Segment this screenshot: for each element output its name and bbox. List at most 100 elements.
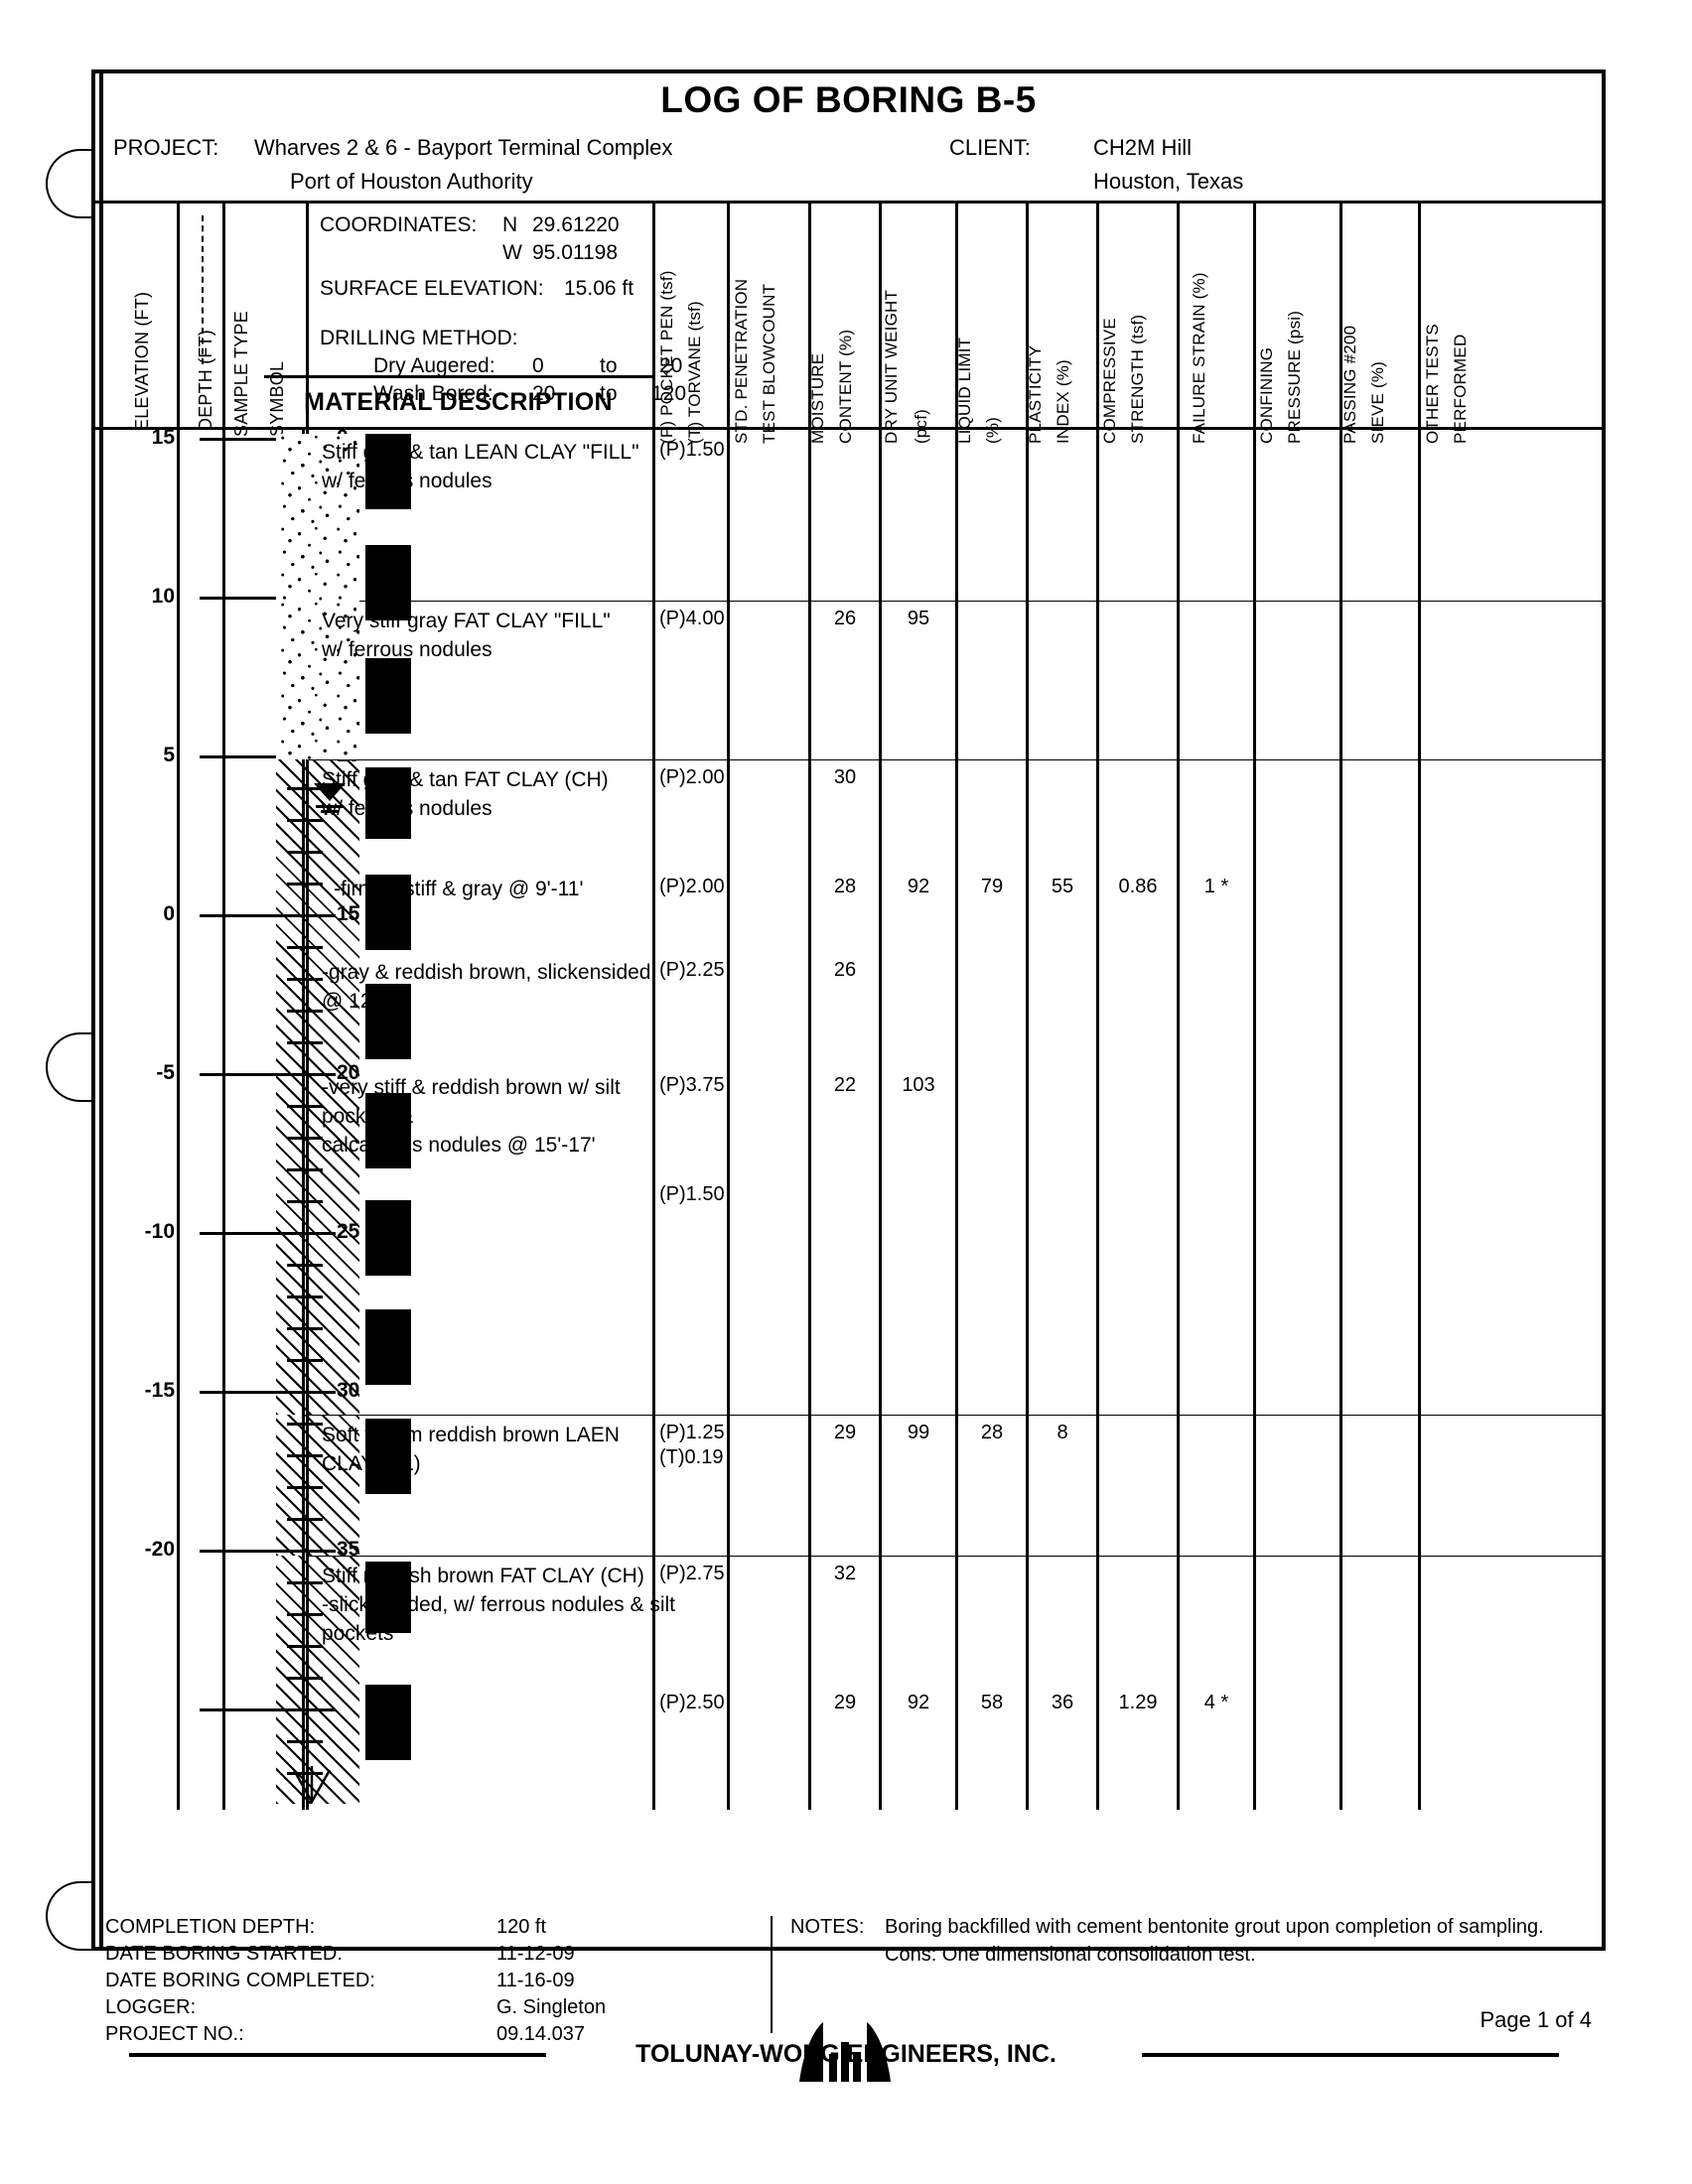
stratum-description: -firm to stiff & gray @ 9'-11' [334, 878, 584, 900]
sep-desc-ppen [652, 204, 655, 430]
moisture-value: 26 [833, 959, 857, 981]
body-sep-dryunit-liquid [955, 430, 958, 1810]
surface-elevation-value: 15.06 ft [564, 277, 634, 300]
column-header-pocket-pen-line2: (T) TORVANE (tsf) [685, 301, 704, 444]
column-header-sample-type: SAMPLE TYPE [231, 311, 251, 437]
moisture-value: 28 [833, 876, 857, 897]
elevation-label: 0 [163, 902, 175, 925]
wash-bored-to: 120 [651, 382, 687, 405]
hatch-pattern-fat-clay-ch-lower [276, 1556, 359, 1804]
body-sep-sample-symbol [222, 430, 225, 1810]
coordinate-north-value: 29.61220 [532, 213, 620, 236]
stratum-description: Stiff gray & tan FAT CLAY (CH) w/ ferrou… [322, 768, 609, 820]
body-sep-compressive-failure [1177, 430, 1180, 1810]
dry-augered-to-word: to [600, 354, 618, 377]
project-no-label: PROJECT NO.: [105, 2023, 244, 2045]
body-sep-elev-sample [177, 430, 180, 1810]
column-header-failure-strain: FAILURE STRAIN (%) [1190, 272, 1208, 444]
scale-leader [200, 755, 277, 758]
elevation-label: 15 [151, 426, 175, 449]
sample-block [365, 1685, 411, 1760]
surface-elevation-label: SURFACE ELEVATION: [320, 277, 544, 300]
project-owner: Port of Houston Authority [290, 169, 533, 194]
dry-unit-weight-value: 95 [907, 608, 930, 629]
elevation-label: -5 [156, 1061, 175, 1084]
note-line-2: Cons: One dimensional consolidation test… [885, 1944, 1256, 1966]
body-sep-ppen-spt [727, 430, 730, 1810]
date-started-value: 11-12-09 [496, 1943, 575, 1965]
elevation-label: 10 [151, 585, 175, 608]
logger-value: G. Singleton [496, 1996, 607, 2018]
company-rule-left [129, 2053, 546, 2057]
failure-strain-value: 4 * [1203, 1692, 1229, 1713]
elev-depth-divider [202, 215, 204, 364]
project-no-value: 09.14.037 [496, 2023, 585, 2045]
scale-leader [200, 438, 277, 441]
body-sep-liquid-plasticity [1026, 430, 1029, 1810]
column-header-band: ELEVATION (FT) DEPTH (FT) SAMPLE TYPE SY… [95, 201, 1602, 444]
scale-leader [200, 1232, 277, 1235]
pocket-pen-value: (P)1.50 [659, 1183, 725, 1205]
moisture-value: 29 [833, 1422, 857, 1443]
document-frame [91, 69, 1606, 1951]
column-header-compressive-line1: COMPRESSIVE [1100, 318, 1119, 444]
failure-strain-value: 1 * [1203, 876, 1229, 897]
fill-pattern-lean-clay [276, 434, 359, 601]
page-title: LOG OF BORING B-5 [660, 79, 1037, 120]
pocket-pen-value: (P)1.25 (T)0.19 [659, 1422, 725, 1468]
sample-block [365, 767, 411, 839]
scale-leader [200, 1708, 277, 1711]
sep-moisture-dryunit [879, 204, 882, 430]
dry-unit-weight-value: 92 [907, 876, 930, 897]
wash-bored-from: 20 [532, 382, 556, 405]
sep-sample-symbol [222, 204, 225, 430]
material-description-banner: MATERIAL DESCRIPTION [264, 375, 652, 425]
company-logo-icon [799, 2022, 891, 2082]
sep-passing-other [1418, 204, 1421, 430]
punch-hole-middle [46, 1032, 93, 1102]
frame-inner-left-rule [99, 69, 103, 1951]
plasticity-index-value: 55 [1051, 876, 1074, 897]
scale-leader [200, 1391, 277, 1394]
date-started-label: DATE BORING STARTED: [105, 1943, 343, 1965]
scale-leader [200, 914, 277, 917]
sample-block [365, 434, 411, 509]
drilling-method-label: DRILLING METHOD: [320, 327, 518, 349]
sep-failure-confining [1253, 204, 1256, 430]
compressive-strength-value: 0.86 [1118, 876, 1158, 897]
stratum-description: Very stiff gray FAT CLAY "FILL" w/ ferro… [322, 610, 611, 661]
sample-block [365, 984, 411, 1059]
compressive-strength-value: 1.29 [1118, 1692, 1158, 1713]
column-header-compressive-line2: STRENGTH (tsf) [1128, 314, 1147, 444]
sep-ppen-spt [727, 204, 730, 430]
dry-unit-weight-value: 103 [902, 1074, 935, 1096]
column-header-elevation: ELEVATION (FT) [132, 291, 152, 431]
pocket-pen-value: (P)2.50 [659, 1692, 725, 1713]
coordinate-west-value: 95.01198 [532, 241, 619, 264]
logger-label: LOGGER: [105, 1996, 197, 2018]
coordinates-label: COORDINATES: [320, 213, 478, 236]
column-header-other-tests-line1: OTHER TESTS [1423, 324, 1442, 444]
page-number: Page 1 of 4 [1480, 2007, 1592, 2032]
moisture-value: 32 [833, 1563, 857, 1584]
footer-block: COMPLETION DEPTH: 120 ft DATE BORING STA… [95, 1912, 1602, 2051]
stratum-divider [306, 1415, 1602, 1416]
company-rule-right [1142, 2053, 1559, 2057]
sep-confining-passing [1340, 204, 1342, 430]
water-table-icon [314, 783, 346, 813]
stratum-divider [306, 601, 1602, 602]
moisture-value: 30 [833, 766, 857, 788]
date-completed-label: DATE BORING COMPLETED: [105, 1970, 375, 1991]
sample-block [365, 1309, 411, 1385]
wash-bored-label: Wash Bored: [373, 382, 494, 405]
punch-hole-bottom [46, 1881, 93, 1951]
column-header-spt-line2: TEST BLOWCOUNT [760, 283, 778, 444]
body-sep-confining-passing [1340, 430, 1342, 1810]
liquid-limit-value: 58 [980, 1692, 1004, 1713]
pocket-pen-value: (P)2.25 [659, 959, 725, 981]
scale-leader [200, 597, 277, 600]
fill-pattern-fat-clay [276, 601, 359, 759]
sample-block [365, 1419, 411, 1494]
pocket-pen-value: (P)3.75 [659, 1074, 725, 1096]
dry-unit-weight-value: 99 [907, 1422, 930, 1443]
